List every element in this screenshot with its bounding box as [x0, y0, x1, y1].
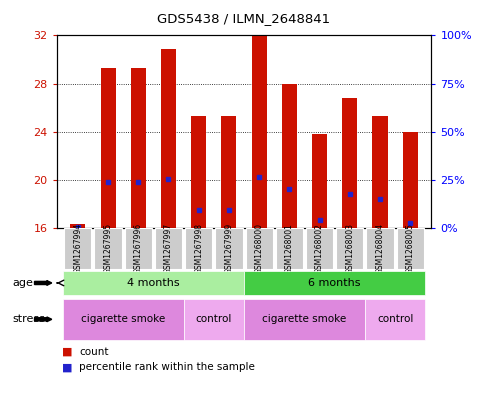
Text: GSM1268002: GSM1268002 [315, 223, 324, 274]
Bar [251, 35, 267, 228]
Text: GSM1267997: GSM1267997 [164, 223, 173, 274]
Bar [366, 228, 393, 269]
Bar [63, 299, 183, 340]
Bar [365, 299, 425, 340]
Bar [155, 228, 182, 269]
Bar [191, 116, 206, 228]
Bar [131, 68, 146, 228]
Bar [221, 116, 237, 228]
Text: age: age [12, 278, 33, 288]
Bar [282, 83, 297, 228]
Bar [64, 228, 91, 269]
Text: GSM1267999: GSM1267999 [224, 223, 233, 274]
Text: ■: ■ [62, 347, 72, 357]
Text: GSM1267998: GSM1267998 [194, 223, 203, 274]
Text: control: control [196, 314, 232, 324]
Bar [101, 68, 116, 228]
Bar [161, 49, 176, 228]
Text: GSM1268001: GSM1268001 [285, 223, 294, 274]
Text: cigarette smoke: cigarette smoke [262, 314, 347, 324]
Bar [246, 228, 273, 269]
Text: percentile rank within the sample: percentile rank within the sample [79, 362, 255, 373]
Text: GSM1267996: GSM1267996 [134, 223, 143, 274]
Bar [185, 228, 212, 269]
Bar [397, 228, 424, 269]
Text: GSM1268003: GSM1268003 [345, 223, 354, 274]
Bar [276, 228, 303, 269]
Bar [183, 299, 244, 340]
Text: GSM1267995: GSM1267995 [104, 223, 112, 274]
Bar [403, 132, 418, 228]
Bar [244, 270, 425, 296]
Bar [70, 224, 85, 228]
Text: GSM1267994: GSM1267994 [73, 223, 82, 274]
Bar [215, 228, 243, 269]
Bar [372, 116, 387, 228]
Text: stress: stress [12, 314, 45, 324]
Bar [306, 228, 333, 269]
Bar [63, 270, 244, 296]
Bar [342, 98, 357, 228]
Bar [312, 134, 327, 228]
Text: count: count [79, 347, 108, 357]
Bar [244, 299, 365, 340]
Text: cigarette smoke: cigarette smoke [81, 314, 165, 324]
Text: GDS5438 / ILMN_2648841: GDS5438 / ILMN_2648841 [157, 12, 331, 25]
Text: ■: ■ [62, 362, 72, 373]
Text: GSM1268005: GSM1268005 [406, 223, 415, 274]
Text: GSM1268000: GSM1268000 [255, 223, 264, 274]
Text: 6 months: 6 months [309, 278, 361, 288]
Bar [336, 228, 363, 269]
Bar [95, 228, 122, 269]
Text: control: control [377, 314, 413, 324]
Text: 4 months: 4 months [127, 278, 180, 288]
Bar [125, 228, 152, 269]
Text: GSM1268004: GSM1268004 [376, 223, 385, 274]
